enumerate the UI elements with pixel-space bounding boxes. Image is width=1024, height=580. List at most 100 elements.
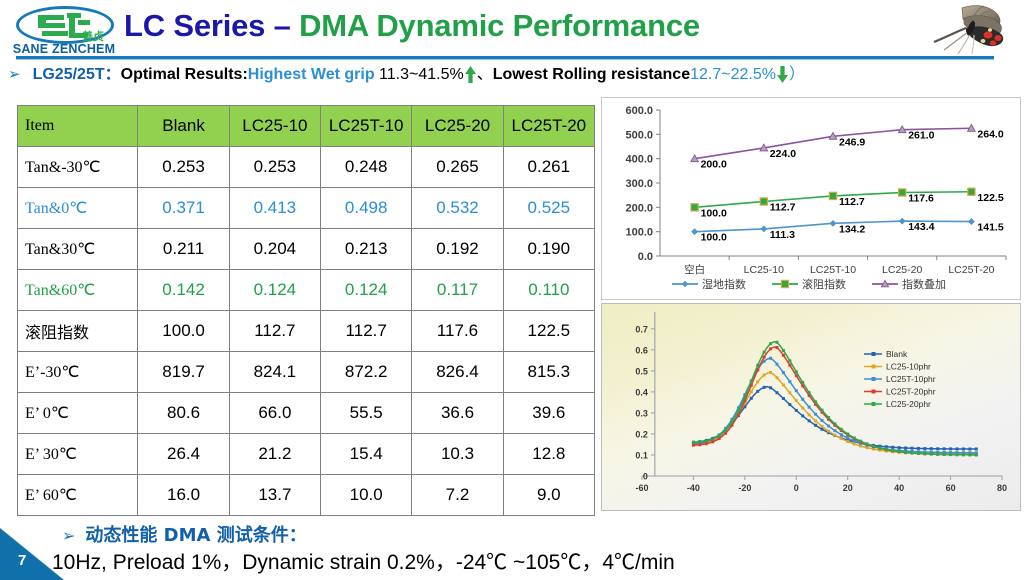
row-label: E’ 60℃: [16, 474, 139, 516]
cell-value: 55.5: [320, 392, 413, 434]
cell-value: 819.7: [137, 351, 230, 393]
cell-value: 0.371: [137, 187, 230, 229]
cell-value: 0.265: [411, 146, 504, 188]
svg-text:空白: 空白: [684, 263, 705, 276]
company-logo: 善贞 SANE ZENCHEM: [8, 4, 120, 56]
svg-text:134.2: 134.2: [839, 223, 865, 235]
svg-text:LC25-10phr: LC25-10phr: [886, 362, 931, 372]
cell-value: 112.7: [228, 310, 322, 352]
cell-value: 15.4: [320, 433, 413, 475]
svg-text:200.0: 200.0: [625, 202, 653, 214]
svg-text:-40: -40: [687, 483, 700, 493]
svg-text:滚阻指数: 滚阻指数: [802, 277, 846, 291]
slide-header: 善贞 SANE ZENCHEM LC Series – DMA Dynamic …: [0, 0, 1024, 60]
arrow-down-icon: [776, 66, 788, 83]
svg-text:指数叠加: 指数叠加: [902, 277, 946, 291]
index-line-chart-svg: 0.0 100.0 200.0 300.0 400.0 500.0 600.0 空白 LC25-…: [625, 105, 1007, 291]
svg-text:LC25-20: LC25-20: [882, 264, 922, 276]
svg-text:400.0: 400.0: [625, 154, 653, 166]
cell-value: 12.8: [502, 433, 596, 475]
table-col-lc25t-10: LC25T-10: [320, 105, 413, 147]
svg-text:100.0: 100.0: [701, 232, 727, 244]
svg-text:111.3: 111.3: [770, 229, 795, 241]
subtitle-code: LG25/25T：: [32, 66, 121, 83]
cell-value: 36.6: [411, 392, 504, 434]
subtitle-colon: :: [242, 66, 248, 83]
cell-value: 9.0: [502, 474, 596, 516]
row-label: E’ 0℃: [16, 392, 139, 434]
cell-value: 80.6: [137, 392, 230, 434]
svg-text:122.5: 122.5: [977, 192, 1003, 204]
table-row: 滚阻指数 100.0 112.7 112.7 117.6 122.5: [16, 310, 596, 352]
svg-text:LC25T-10: LC25T-10: [810, 264, 856, 276]
row-label: Tan&-30℃: [16, 146, 139, 188]
svg-text:湿地指数: 湿地指数: [702, 277, 746, 291]
svg-text:0.1: 0.1: [635, 450, 648, 460]
svg-text:117.6: 117.6: [908, 192, 934, 204]
title-divider-thin: [16, 59, 994, 60]
svg-text:0: 0: [794, 483, 799, 493]
table-col-blank: Blank: [137, 105, 230, 147]
cell-value: 0.213: [320, 228, 413, 270]
table-col-item: Item: [16, 105, 139, 147]
footer-condition-detail: 10Hz, Preload 1%，Dynamic strain 0.2%，-24…: [52, 551, 675, 574]
cell-value: 21.2: [228, 433, 322, 475]
table-row: E’ 30℃ 26.4 21.2 15.4 10.3 12.8: [16, 433, 596, 475]
svg-text:LC25T-20phr: LC25T-20phr: [886, 387, 936, 397]
bullet-arrow-icon: ➢: [8, 66, 21, 83]
cell-value: 0.124: [320, 269, 413, 311]
page-corner-decoration: [0, 528, 64, 580]
table-col-lc25-20: LC25-20: [411, 105, 504, 147]
subtitle-highest-label: Highest Wet grip: [247, 66, 375, 83]
svg-text:LC25-10: LC25-10: [744, 264, 784, 276]
table-row: Tan&60℃ 0.142 0.124 0.124 0.117 0.110: [16, 269, 596, 311]
svg-text:261.0: 261.0: [908, 130, 934, 142]
cell-value: 7.2: [411, 474, 504, 516]
svg-text:112.7: 112.7: [770, 201, 796, 213]
cell-value: 10.3: [411, 433, 504, 475]
svg-text:-20: -20: [738, 483, 751, 493]
svg-text:40: 40: [894, 483, 904, 493]
cell-value: 0.211: [137, 228, 230, 270]
cell-value: 117.6: [411, 310, 504, 352]
row-label: Tan&60℃: [16, 269, 139, 311]
row-label: Tan&0℃: [16, 187, 139, 229]
cell-value: 0.142: [137, 269, 230, 311]
cell-value: 112.7: [320, 310, 413, 352]
cell-value: 0.498: [320, 187, 413, 229]
cell-value: 815.3: [502, 351, 596, 393]
logo-chinese-text: 善贞: [82, 30, 104, 43]
dma-results-table: Item Blank LC25-10 LC25T-10 LC25-20 LC25…: [16, 105, 596, 516]
svg-text:264.0: 264.0: [977, 128, 1003, 140]
svg-text:LC25T-10phr: LC25T-10phr: [886, 374, 936, 384]
index-line-chart: 0.0 100.0 200.0 300.0 400.0 500.0 600.0 空白 LC25-…: [601, 97, 1021, 300]
row-label: Tan&30℃: [16, 228, 139, 270]
butterfly-image: [933, 5, 1004, 55]
title-divider: [16, 56, 994, 59]
page-number: 7: [18, 552, 27, 569]
table-row: Tan&0℃ 0.371 0.413 0.498 0.532 0.525: [16, 187, 596, 229]
cell-value: 0.190: [502, 228, 596, 270]
cell-value: 0.413: [228, 187, 322, 229]
subtitle-tail: ）: [788, 66, 805, 83]
svg-text:600.0: 600.0: [625, 105, 653, 117]
cell-value: 0.110: [502, 269, 596, 311]
cell-value: 0.525: [502, 187, 596, 229]
svg-text:112.7: 112.7: [839, 196, 865, 208]
table-row: Tan&-30℃ 0.253 0.253 0.248 0.265 0.261: [16, 146, 596, 188]
row-label: E’ 30℃: [16, 433, 139, 475]
cell-value: 826.4: [411, 351, 504, 393]
page-title-main: LC Series –: [124, 8, 300, 43]
svg-text:100.0: 100.0: [701, 207, 727, 219]
arrow-up-icon: [464, 66, 476, 83]
subtitle-optimal: Optimal Results: [120, 66, 243, 83]
subtitle-highest-value: 11.3~41.5%: [374, 66, 464, 83]
table-row: E’ 60℃ 16.0 13.7 10.0 7.2 9.0: [16, 474, 596, 516]
svg-text:246.9: 246.9: [839, 136, 865, 148]
svg-text:300.0: 300.0: [625, 178, 653, 190]
svg-text:60: 60: [946, 483, 956, 493]
cell-value: 39.6: [502, 392, 596, 434]
svg-text:0.6: 0.6: [635, 345, 648, 355]
table-col-lc25-10: LC25-10: [228, 105, 322, 147]
cell-value: 13.7: [228, 474, 322, 516]
